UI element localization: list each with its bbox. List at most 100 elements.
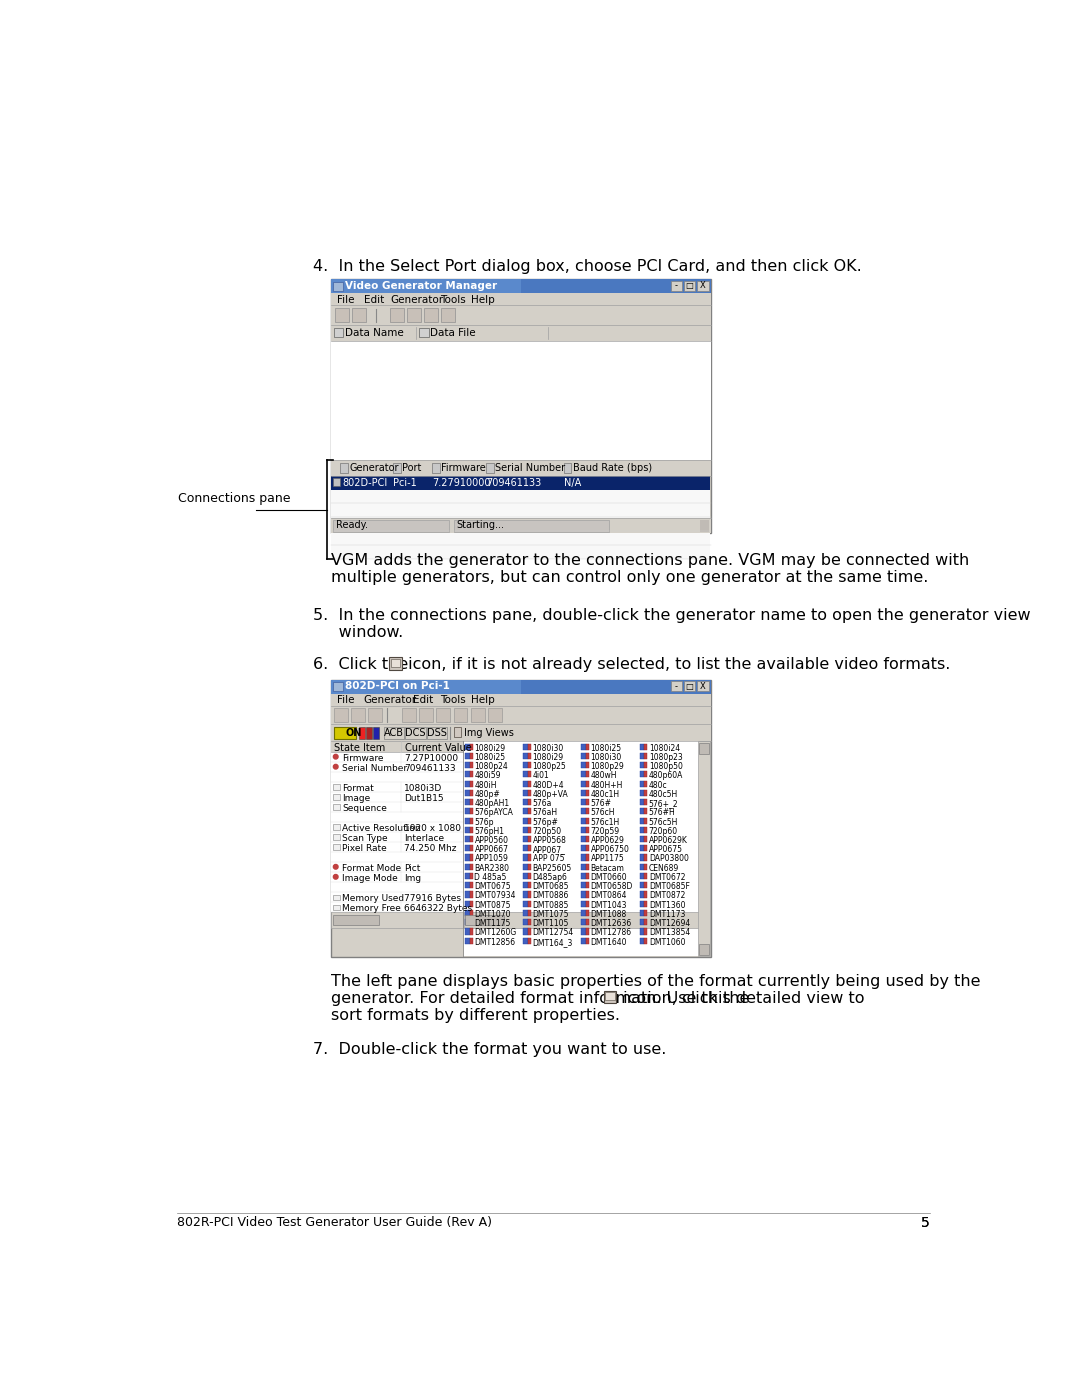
Bar — [639, 855, 644, 861]
Bar — [465, 919, 470, 925]
Text: generator. For detailed format information, click the: generator. For detailed format informati… — [332, 990, 750, 1006]
Bar — [465, 753, 470, 759]
Bar — [581, 863, 586, 870]
Text: 576cH: 576cH — [591, 809, 616, 817]
Bar — [470, 743, 473, 750]
Bar — [471, 708, 485, 722]
Bar — [528, 835, 531, 842]
Text: DMT12754: DMT12754 — [532, 929, 573, 937]
Text: Port: Port — [403, 462, 422, 472]
Text: APP1175: APP1175 — [591, 855, 624, 863]
Text: Interlace: Interlace — [404, 834, 444, 842]
Bar — [470, 919, 473, 925]
Bar — [470, 763, 473, 768]
Text: Sequence: Sequence — [342, 803, 387, 813]
Bar — [465, 835, 470, 842]
Text: DMT1070: DMT1070 — [474, 909, 511, 919]
Circle shape — [334, 865, 338, 869]
Bar — [436, 708, 450, 722]
Bar — [581, 753, 586, 759]
Bar — [528, 873, 531, 879]
Bar — [389, 658, 402, 669]
Bar — [639, 919, 644, 925]
Bar — [644, 817, 647, 824]
Bar — [470, 855, 473, 861]
Bar — [333, 824, 339, 830]
Bar — [373, 726, 379, 739]
Bar — [644, 827, 647, 833]
Text: DCS: DCS — [405, 728, 426, 738]
Bar — [470, 937, 473, 944]
Bar — [586, 929, 590, 935]
Bar — [332, 693, 711, 705]
Bar — [332, 279, 711, 293]
Bar — [639, 763, 644, 768]
Bar — [465, 763, 470, 768]
Bar — [470, 863, 473, 870]
Text: DMT1640: DMT1640 — [591, 937, 627, 947]
Bar — [586, 845, 590, 851]
Bar — [644, 855, 647, 861]
Bar — [470, 817, 473, 824]
Text: Active Resolution: Active Resolution — [342, 824, 420, 833]
Bar — [470, 789, 473, 796]
Text: 4.  In the Select Port dialog box, choose PCI Card, and then click OK.: 4. In the Select Port dialog box, choose… — [313, 258, 862, 274]
Text: Format: Format — [342, 784, 374, 792]
Text: Img: Img — [404, 873, 421, 883]
Bar — [470, 901, 473, 907]
Bar — [524, 763, 528, 768]
Bar — [486, 464, 494, 472]
Bar — [332, 912, 463, 928]
Bar — [333, 915, 379, 925]
Bar — [528, 937, 531, 944]
Bar — [528, 845, 531, 851]
Bar — [432, 464, 440, 472]
Bar — [581, 817, 586, 824]
Bar — [524, 863, 528, 870]
Bar — [699, 944, 710, 954]
Bar — [332, 518, 711, 534]
Text: Image: Image — [342, 793, 370, 803]
Bar — [441, 307, 455, 321]
Text: Scan Type: Scan Type — [342, 834, 388, 842]
Bar — [644, 909, 647, 916]
Bar — [586, 901, 590, 907]
Bar — [334, 682, 342, 692]
Text: File: File — [337, 295, 354, 305]
Text: Generator: Generator — [350, 462, 400, 472]
Text: 1080i30: 1080i30 — [532, 743, 564, 753]
Text: icon. Use this detailed view to: icon. Use this detailed view to — [618, 990, 864, 1006]
Bar — [644, 799, 647, 805]
Bar — [524, 817, 528, 824]
Bar — [581, 743, 586, 750]
Text: 720p50: 720p50 — [532, 827, 562, 835]
Bar — [639, 937, 644, 944]
Bar — [383, 726, 404, 739]
Text: DMT1175: DMT1175 — [474, 919, 511, 928]
Bar — [581, 771, 586, 778]
Text: BAR2380: BAR2380 — [474, 863, 510, 873]
Text: APP0560: APP0560 — [474, 835, 509, 845]
Bar — [581, 929, 586, 935]
Text: Dut1B15: Dut1B15 — [404, 793, 444, 803]
Text: 6646322 Bytes: 6646322 Bytes — [404, 904, 472, 912]
Bar — [465, 901, 470, 907]
Bar — [524, 809, 528, 814]
Text: DMT1260G: DMT1260G — [474, 929, 516, 937]
Text: DMT12636: DMT12636 — [591, 919, 632, 928]
Bar — [332, 279, 711, 534]
Text: DAP03800: DAP03800 — [649, 855, 689, 863]
Bar — [644, 937, 647, 944]
Text: 480c1H: 480c1H — [591, 789, 620, 799]
Bar — [606, 992, 615, 1000]
Text: 480pAH1: 480pAH1 — [474, 799, 510, 807]
Bar — [586, 835, 590, 842]
Text: 576#H: 576#H — [649, 809, 676, 817]
Text: Pict: Pict — [404, 863, 420, 873]
Bar — [644, 771, 647, 778]
Bar — [699, 743, 710, 753]
Bar — [465, 827, 470, 833]
Bar — [332, 341, 711, 460]
Text: APP0667: APP0667 — [474, 845, 509, 854]
Bar — [524, 882, 528, 888]
